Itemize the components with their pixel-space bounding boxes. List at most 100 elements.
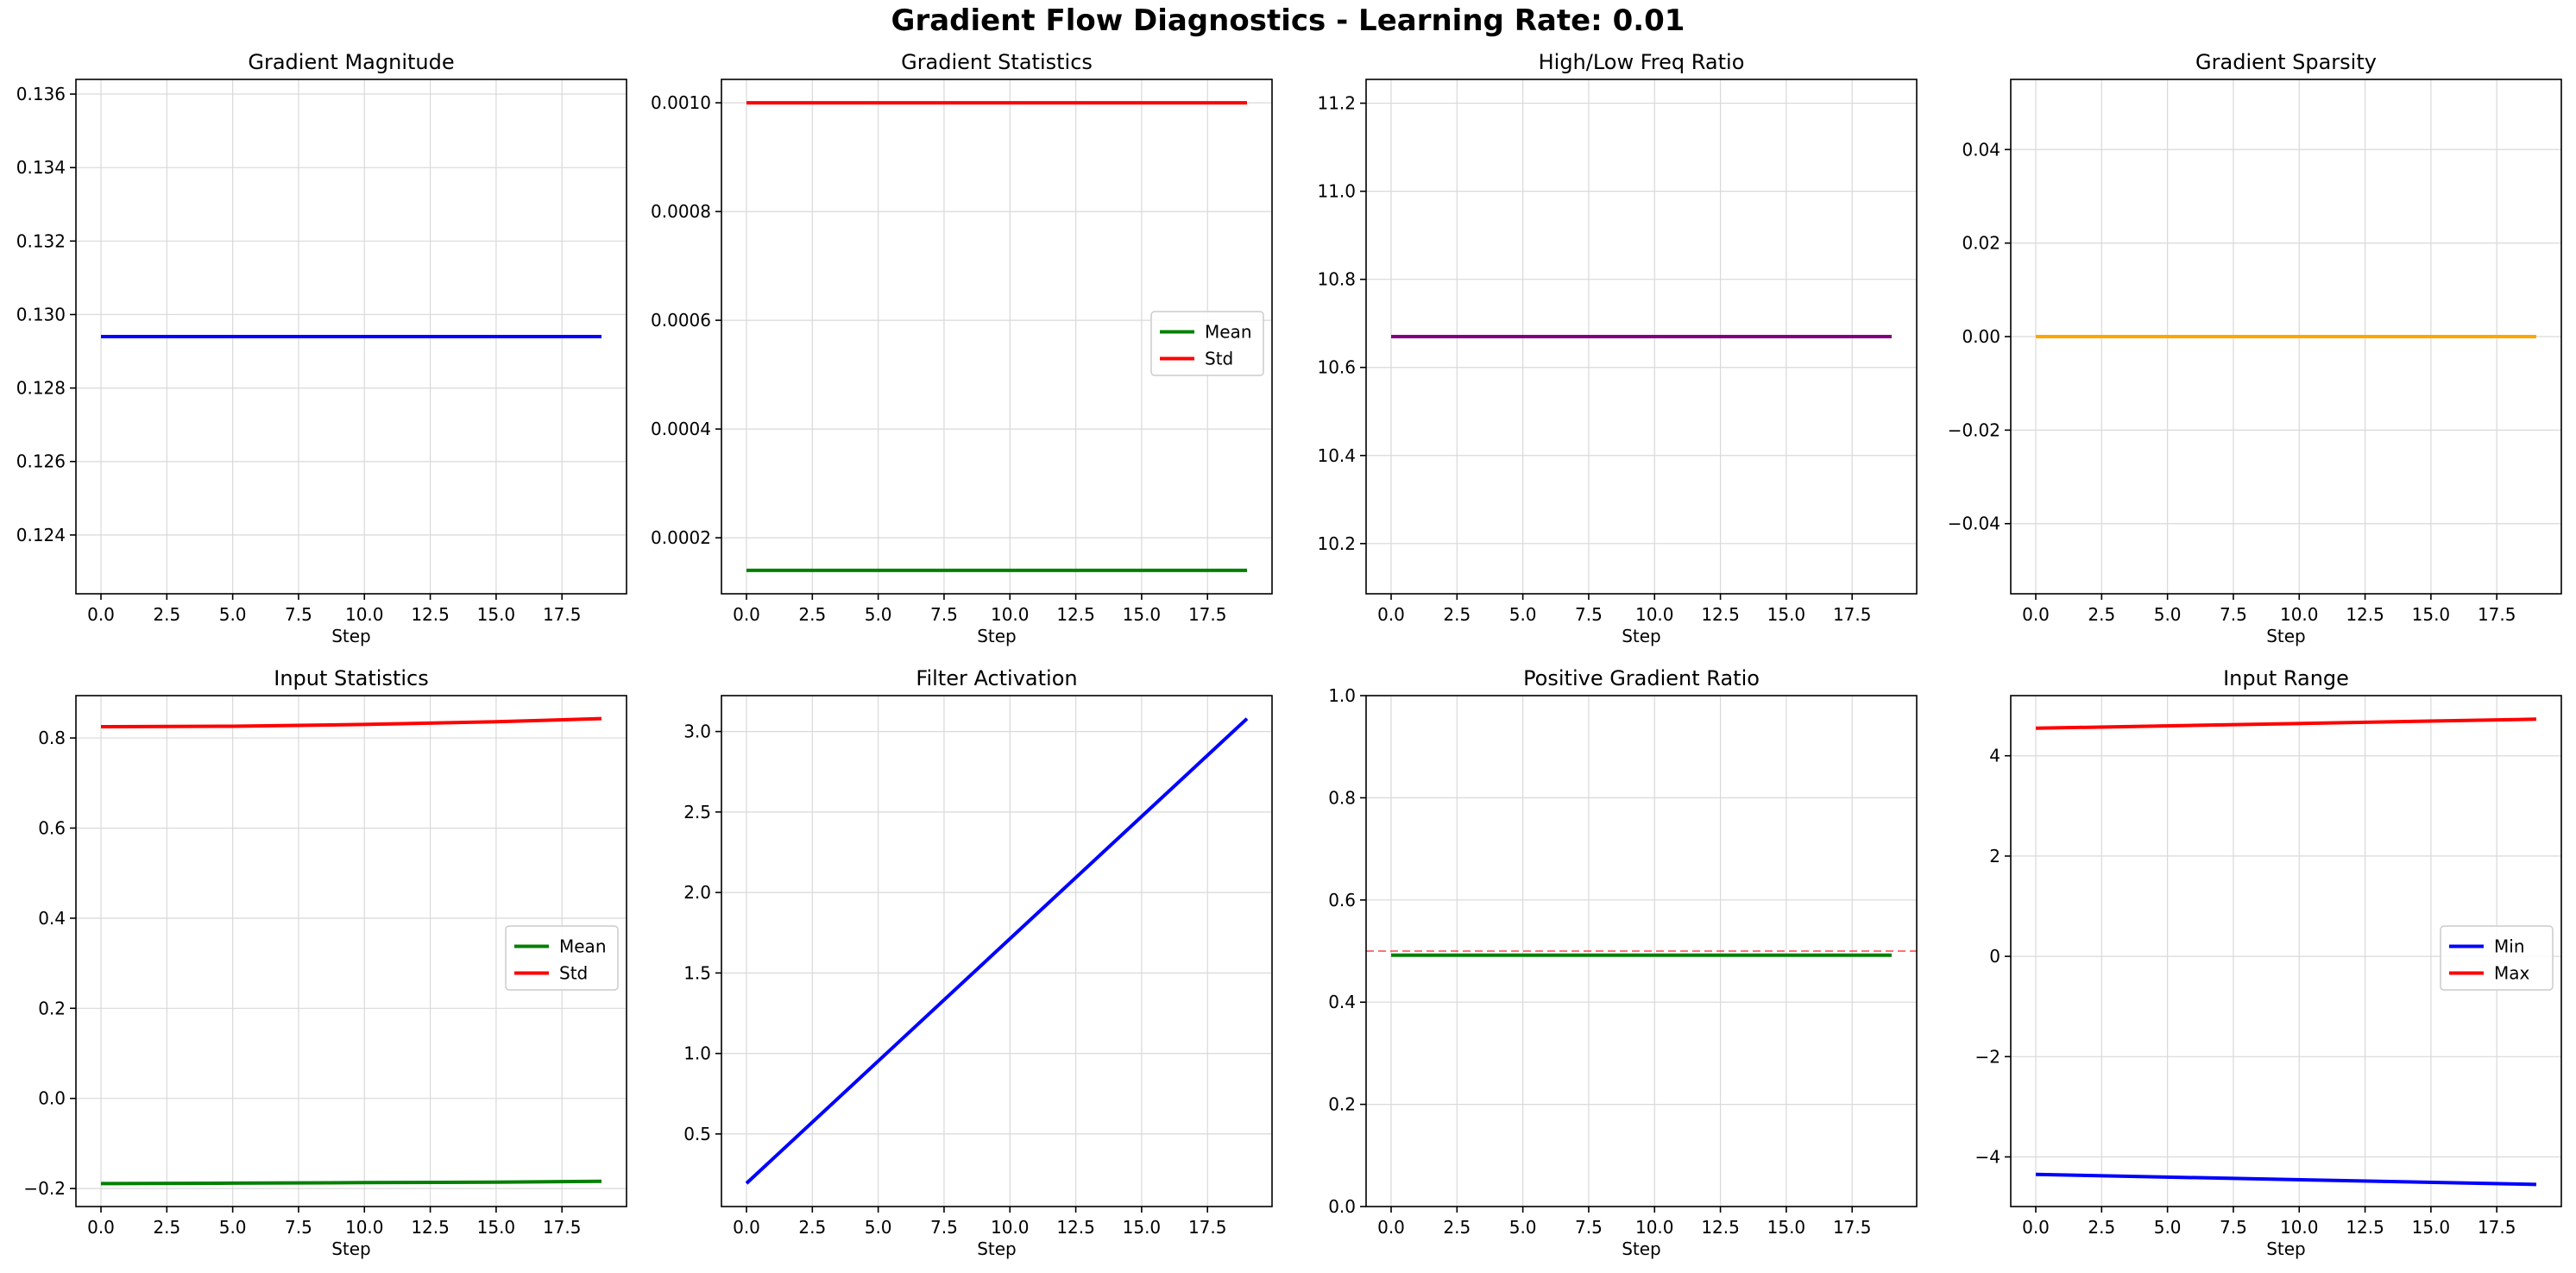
y-tick-label: 0 xyxy=(1989,946,2000,967)
legend: Mean Std xyxy=(1150,311,1264,376)
y-tick-label: 0.0 xyxy=(38,1088,66,1109)
x-tick-label: 15.0 xyxy=(2412,1217,2451,1238)
x-tick-label: 12.5 xyxy=(1701,1217,1740,1238)
x-tick-label: 10.0 xyxy=(1635,1217,1674,1238)
legend-label-std: Std xyxy=(559,963,588,984)
x-tick-label: 15.0 xyxy=(1767,604,1806,625)
x-tick-label: 10.0 xyxy=(991,604,1030,625)
axes-frame xyxy=(1365,79,1918,595)
subplot-title: Input Range xyxy=(2223,666,2349,690)
y-tick-label: 0.6 xyxy=(1328,890,1356,911)
x-tick-label: 0.0 xyxy=(2022,604,2050,625)
series-line-min xyxy=(2035,1172,2537,1187)
subplot-title: Filter Activation xyxy=(916,666,1077,690)
legend: Mean Std xyxy=(505,925,619,991)
x-tick-label: 2.5 xyxy=(2088,1217,2115,1238)
series-line-std xyxy=(100,716,602,728)
y-tick-label: 2.0 xyxy=(683,882,711,903)
x-tick-label: 0.0 xyxy=(733,1217,760,1238)
y-tick-label: 1.5 xyxy=(683,962,711,983)
x-tick-label: 0.0 xyxy=(1377,1217,1405,1238)
series-line-max xyxy=(2035,717,2537,730)
x-tick-label: 17.5 xyxy=(543,604,582,625)
y-tick-label: 4 xyxy=(1989,746,2000,766)
y-tick-label: −4 xyxy=(1975,1146,2000,1167)
y-tick-label: 11.0 xyxy=(1317,181,1356,202)
x-tick-label: 0.0 xyxy=(733,604,760,625)
y-tick-label: 0.136 xyxy=(16,84,66,104)
y-tick-label: 2.5 xyxy=(683,802,711,822)
x-tick-label: 12.5 xyxy=(2346,604,2384,625)
y-tick-label: 1.0 xyxy=(683,1043,711,1064)
x-tick-label: 12.5 xyxy=(1056,1217,1095,1238)
x-axis-label: Step xyxy=(1622,626,1661,646)
y-tick-label: 0.8 xyxy=(1328,787,1356,808)
subplot-input-statistics: Input Statistics 0.0 2.5 5.0 7.5 10.0 12.5 15.0… xyxy=(23,666,627,1259)
x-tick-label: 15.0 xyxy=(477,604,516,625)
axes-frame xyxy=(75,79,627,595)
y-tick-label: 0.2 xyxy=(1328,1094,1356,1115)
x-axis-label: Step xyxy=(977,1238,1017,1259)
x-tick-label: 5.0 xyxy=(219,604,247,625)
y-tick-label: 0.0008 xyxy=(651,201,711,222)
y-tick-label: 0.0002 xyxy=(651,527,711,548)
subplot-gradient-magnitude: Gradient Magnitude 0.0 2.5 5.0 7.5 10.0 12.5 15… xyxy=(16,50,627,646)
x-tick-label: 7.5 xyxy=(1575,1217,1603,1238)
y-tick-label: −0.2 xyxy=(23,1178,66,1199)
x-tick-label: 15.0 xyxy=(477,1217,516,1238)
x-tick-label: 2.5 xyxy=(1443,1217,1471,1238)
y-tick-label: 0.5 xyxy=(683,1124,711,1144)
x-tick-label: 10.0 xyxy=(2280,604,2319,625)
y-tick-label: 0.130 xyxy=(16,304,66,325)
x-tick-label: 7.5 xyxy=(930,1217,958,1238)
x-tick-label: 12.5 xyxy=(411,1217,450,1238)
y-tick-label: 0.0004 xyxy=(651,419,711,439)
y-tick-label: 3.0 xyxy=(683,722,711,742)
x-axis-label: Step xyxy=(331,626,371,646)
x-tick-label: 17.5 xyxy=(2478,604,2516,625)
subplot-title: High/Low Freq Ratio xyxy=(1539,50,1745,74)
y-tick-label: 0.132 xyxy=(16,230,66,251)
x-tick-label: 2.5 xyxy=(798,604,826,625)
x-tick-label: 5.0 xyxy=(865,1217,892,1238)
x-axis-label: Step xyxy=(2266,626,2306,646)
x-tick-label: 15.0 xyxy=(1123,604,1162,625)
y-tick-label: 2 xyxy=(1989,846,2000,867)
y-tick-label: 10.4 xyxy=(1317,445,1356,466)
legend: Min Max xyxy=(2440,925,2554,991)
x-tick-label: 5.0 xyxy=(865,604,892,625)
x-tick-label: 0.0 xyxy=(2022,1217,2050,1238)
y-tick-label: 0.0 xyxy=(1328,1196,1356,1217)
y-tick-label: 0.126 xyxy=(16,451,66,472)
x-tick-label: 2.5 xyxy=(2088,604,2115,625)
y-tick-label: 1.0 xyxy=(1328,685,1356,706)
x-tick-label: 2.5 xyxy=(798,1217,826,1238)
y-tick-label: 0.128 xyxy=(16,378,66,399)
x-axis-label: Step xyxy=(2266,1238,2306,1259)
y-tick-label: 0.4 xyxy=(38,908,66,929)
y-tick-label: 0.0006 xyxy=(651,310,711,331)
y-tick-label: 0.6 xyxy=(38,817,66,838)
x-tick-label: 0.0 xyxy=(87,1217,115,1238)
legend-label-max: Max xyxy=(2494,963,2530,984)
x-tick-label: 7.5 xyxy=(285,1217,312,1238)
subplot-title: Gradient Sparsity xyxy=(2195,50,2377,74)
y-tick-label: 10.6 xyxy=(1317,357,1356,378)
x-tick-label: 15.0 xyxy=(1123,1217,1162,1238)
x-tick-label: 17.5 xyxy=(1188,604,1227,625)
x-tick-label: 10.0 xyxy=(2280,1217,2319,1238)
x-axis-label: Step xyxy=(977,626,1017,646)
subplot-gradient-sparsity: Gradient Sparsity 0.0 2.5 5.0 7.5 10.0 12.5 15.… xyxy=(1948,50,2562,646)
subplot-title: Positive Gradient Ratio xyxy=(1523,666,1760,690)
legend-label-mean: Mean xyxy=(1205,322,1252,343)
legend-label-mean: Mean xyxy=(559,936,607,957)
x-tick-label: 15.0 xyxy=(1767,1217,1806,1238)
subplot-positive-gradient-ratio: Positive Gradient Ratio 0.0 2.5 5.0 7.5 10.0 1… xyxy=(1328,666,1918,1259)
x-tick-label: 5.0 xyxy=(2154,1217,2182,1238)
y-tick-label: 0.00 xyxy=(1962,326,2000,347)
subplot-title: Input Statistics xyxy=(274,666,428,690)
subplot-filter-activation: Filter Activation 0.0 2.5 5.0 7.5 10.0 12.5 15.… xyxy=(683,666,1273,1259)
x-tick-label: 2.5 xyxy=(153,604,180,625)
subplot-title: Gradient Magnitude xyxy=(248,50,454,74)
